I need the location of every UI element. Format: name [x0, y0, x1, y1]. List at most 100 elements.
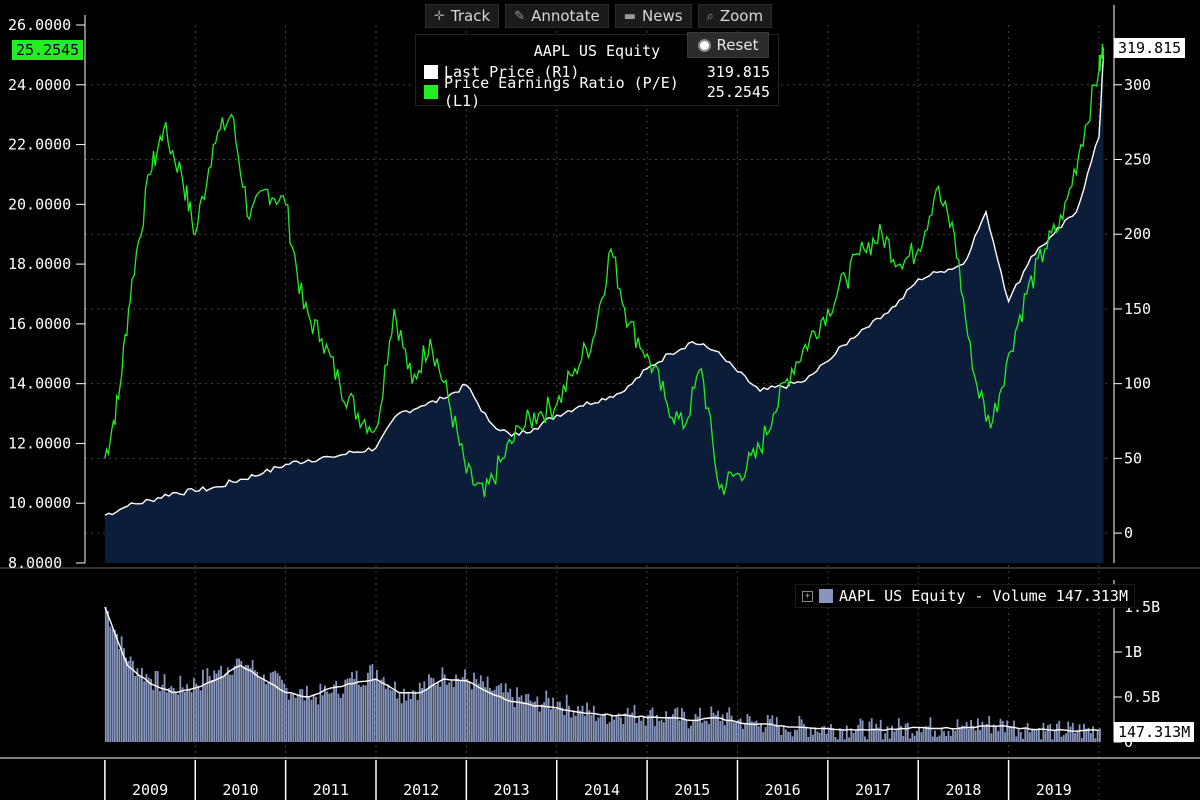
volume-tick-label: 1B: [1124, 643, 1142, 661]
volume-bar: [1087, 727, 1090, 742]
volume-bar: [434, 685, 437, 742]
volume-bar: [468, 681, 471, 742]
volume-bar: [455, 674, 457, 742]
volume-bar: [470, 689, 473, 742]
volume-legend[interactable]: + AAPL US Equity - Volume 147.313M: [795, 584, 1135, 608]
volume-bar: [188, 688, 191, 742]
volume-bar: [355, 670, 358, 742]
volume-bar: [719, 720, 722, 742]
volume-bar: [687, 728, 690, 742]
volume-bar: [235, 658, 238, 742]
volume-bar: [511, 697, 514, 742]
volume-bar: [789, 731, 792, 742]
volume-bar: [324, 685, 326, 742]
volume-bar: [353, 679, 356, 742]
right-tick-label: 250: [1124, 151, 1151, 169]
chart-legend: AAPL US Equity Last Price (R1) 319.815 P…: [415, 34, 779, 110]
volume-bar: [1035, 730, 1038, 742]
price-area-fill: [104, 54, 1104, 564]
volume-bar: [321, 695, 324, 742]
volume-bar: [421, 688, 424, 742]
volume-bar: [931, 736, 934, 742]
volume-bar: [974, 730, 977, 742]
volume-bar: [220, 665, 222, 742]
volume-bar: [979, 730, 982, 742]
reset-button[interactable]: Reset: [687, 32, 769, 58]
volume-bar: [861, 720, 864, 742]
volume-bar: [484, 687, 487, 742]
volume-bar: [125, 657, 128, 742]
volume-bar: [502, 692, 505, 742]
volume-bar: [423, 681, 426, 742]
volume-bar: [226, 667, 229, 742]
volume-bar: [123, 648, 125, 742]
volume-bar: [378, 682, 381, 742]
legend-item-pe-ratio[interactable]: Price Earnings Ratio (P/E) (L1) 25.2545: [424, 74, 770, 110]
volume-bar: [599, 716, 602, 742]
annotate-button[interactable]: ✎ Annotate: [505, 4, 609, 28]
volume-bar: [710, 706, 713, 742]
volume-bar: [809, 727, 812, 742]
news-icon: ▬: [623, 8, 637, 24]
volume-bar: [635, 723, 638, 742]
left-tick-label: 22.0000: [8, 136, 71, 154]
volume-bar: [120, 636, 123, 742]
expand-icon[interactable]: +: [802, 590, 813, 602]
volume-last-badge: 147.313M: [1114, 722, 1195, 742]
volume-bar: [256, 671, 259, 742]
volume-bar: [622, 724, 625, 742]
left-tick-label: 10.0000: [8, 494, 71, 512]
x-tick-label: 2014: [584, 781, 620, 799]
track-button[interactable]: ✛ Track: [425, 4, 500, 28]
volume-bar: [920, 732, 923, 742]
volume-bar: [857, 724, 860, 742]
volume-bar: [184, 691, 186, 742]
legend-item-last-price[interactable]: Last Price (R1) 319.815: [424, 62, 770, 82]
volume-bar: [550, 709, 552, 742]
volume-bar: [949, 735, 952, 742]
volume-bar: [678, 720, 681, 742]
volume-bar: [263, 674, 265, 742]
volume-bar: [1040, 739, 1043, 742]
volume-bar: [958, 727, 961, 742]
volume-bar: [945, 736, 948, 742]
price-last-badge: 319.815: [1114, 38, 1186, 58]
volume-bar: [412, 690, 414, 742]
volume-bar: [373, 678, 376, 742]
volume-bar: [762, 732, 765, 742]
volume-bar: [213, 670, 216, 742]
zoom-button[interactable]: ⌕ Zoom: [697, 4, 773, 28]
volume-bar: [692, 719, 695, 742]
volume-bar: [430, 677, 433, 742]
volume-bar: [543, 702, 546, 742]
news-button[interactable]: ▬ News: [614, 4, 692, 28]
volume-bar: [864, 736, 866, 742]
volume-bar: [328, 693, 331, 742]
volume-bar: [606, 724, 609, 742]
volume-bar: [531, 702, 534, 742]
volume-bar: [938, 735, 941, 742]
volume-bar: [895, 728, 898, 742]
volume-bar: [1071, 722, 1074, 742]
volume-bar: [127, 661, 130, 742]
volume-bar: [199, 690, 202, 742]
volume-bar: [308, 697, 311, 742]
volume-bar: [477, 683, 480, 742]
volume-bar: [335, 680, 338, 742]
volume-bar: [1024, 728, 1027, 742]
volume-bar: [631, 712, 634, 742]
volume-bar: [590, 715, 593, 742]
volume-bar: [690, 725, 692, 742]
volume-bar: [651, 707, 654, 742]
legend-item-label: Price Earnings Ratio (P/E) (L1): [444, 74, 679, 110]
left-tick-label: 12.0000: [8, 434, 71, 452]
volume-bar: [464, 669, 466, 742]
volume-bar: [891, 725, 893, 742]
x-tick-label: 2015: [674, 781, 710, 799]
volume-bar: [757, 726, 760, 742]
volume-tick-label: 0.5B: [1124, 688, 1160, 706]
legend-title: AAPL US Equity: [533, 42, 661, 60]
volume-bar: [254, 670, 256, 742]
volume-bar: [504, 683, 507, 742]
pe-line: [104, 43, 1105, 498]
